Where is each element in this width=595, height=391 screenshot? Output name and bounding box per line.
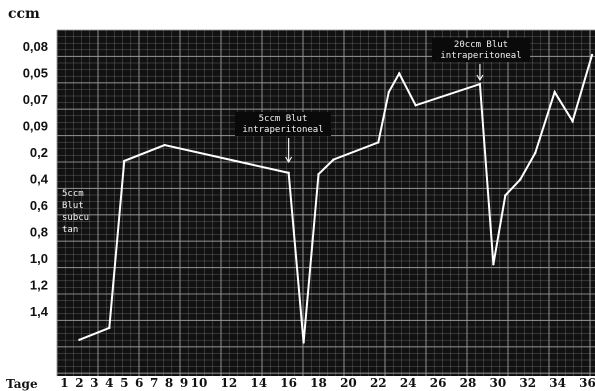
annotation-text: 5ccm Blut bbox=[259, 114, 308, 124]
grid bbox=[56, 29, 595, 376]
x-tick-label: 20 bbox=[340, 376, 357, 390]
x-tick-label: 3 bbox=[90, 376, 98, 390]
data-point bbox=[377, 141, 380, 144]
series-layer bbox=[78, 53, 594, 344]
data-point bbox=[519, 178, 522, 181]
x-tick-label: 28 bbox=[460, 376, 477, 390]
y-tick-label: 0,08 bbox=[23, 39, 48, 54]
annotation-text: 20ccm Blut bbox=[454, 40, 508, 50]
y-tick-label: 0,6 bbox=[30, 198, 48, 213]
data-point bbox=[163, 143, 166, 147]
data-point bbox=[302, 341, 305, 344]
x-tick-label: 4 bbox=[105, 376, 113, 390]
annotation-text: tan bbox=[62, 225, 78, 235]
x-tick-label: 36 bbox=[579, 376, 595, 390]
data-point bbox=[108, 326, 111, 330]
data-point bbox=[571, 120, 574, 123]
annotation-text: intraperitoneal bbox=[440, 51, 521, 61]
x-tick-label: 30 bbox=[490, 376, 507, 390]
data-point bbox=[504, 194, 507, 197]
x-tick-label: 5 bbox=[120, 376, 128, 390]
x-tick-label: 18 bbox=[310, 376, 327, 390]
y-tick-label: 0,8 bbox=[30, 225, 48, 240]
y-tick-label: 0,05 bbox=[23, 66, 48, 81]
y-tick-label: 1,0 bbox=[30, 251, 48, 266]
x-tick-label: 24 bbox=[400, 376, 417, 390]
y-tick-label: 1,4 bbox=[30, 304, 49, 319]
x-tick-label: 34 bbox=[549, 376, 566, 390]
x-axis-label: Tage bbox=[6, 377, 38, 391]
annotation-arrowhead bbox=[285, 156, 293, 164]
data-point bbox=[387, 90, 390, 94]
annotation-text: 5ccm bbox=[62, 189, 84, 199]
data-point bbox=[492, 263, 495, 266]
data-point bbox=[534, 151, 537, 155]
data-point bbox=[287, 171, 290, 175]
x-tick-label: 9 bbox=[180, 376, 188, 390]
y-tick-label: 1,2 bbox=[30, 278, 48, 293]
data-point bbox=[414, 104, 417, 107]
y-tick-label: 0,07 bbox=[23, 92, 48, 107]
annotation-text: intraperitoneal bbox=[242, 125, 323, 135]
annotation-text: subcu bbox=[62, 213, 89, 223]
y-tick-label: 0,4 bbox=[30, 172, 49, 187]
x-tick-label: 14 bbox=[250, 376, 267, 390]
x-tick-label: 6 bbox=[135, 376, 143, 390]
annotation-arrowhead bbox=[476, 74, 484, 82]
y-unit-label: ccm bbox=[8, 6, 40, 22]
data-point bbox=[398, 72, 401, 75]
x-tick-label: 2 bbox=[75, 376, 83, 390]
data-point bbox=[123, 159, 126, 163]
annotation-box bbox=[235, 112, 331, 136]
series-line bbox=[79, 54, 593, 343]
x-tick-label: 32 bbox=[519, 376, 536, 390]
y-tick-label: 0,09 bbox=[23, 119, 48, 134]
annotation-text: Blut bbox=[62, 201, 84, 211]
y-tick-label: 0,2 bbox=[30, 145, 48, 160]
data-point bbox=[78, 338, 81, 342]
x-tick-label: 1 bbox=[60, 376, 68, 390]
data-point bbox=[553, 90, 556, 94]
plot-background bbox=[57, 30, 595, 376]
data-point bbox=[590, 53, 594, 57]
x-tick-labels: 1 2 3 4 5 6 7 8 9 10 12 14 16 18 20 22 24 26 28 30 32 34 36 bbox=[60, 376, 595, 390]
x-tick-label: 10 bbox=[191, 376, 208, 390]
data-point bbox=[332, 158, 335, 161]
data-point bbox=[317, 173, 320, 176]
x-tick-label: 26 bbox=[430, 376, 447, 390]
y-tick-labels: 0,08 0,05 0,07 0,09 0,2 0,4 0,6 0,8 1,0 1,2 1,4 bbox=[23, 39, 49, 319]
x-tick-label: 12 bbox=[221, 376, 238, 390]
x-tick-label: 16 bbox=[280, 376, 297, 390]
x-tick-label: 8 bbox=[165, 376, 173, 390]
x-tick-label: 7 bbox=[150, 376, 158, 390]
annotation-box bbox=[432, 38, 530, 62]
data-point bbox=[478, 82, 482, 86]
x-tick-label: 22 bbox=[370, 376, 387, 390]
